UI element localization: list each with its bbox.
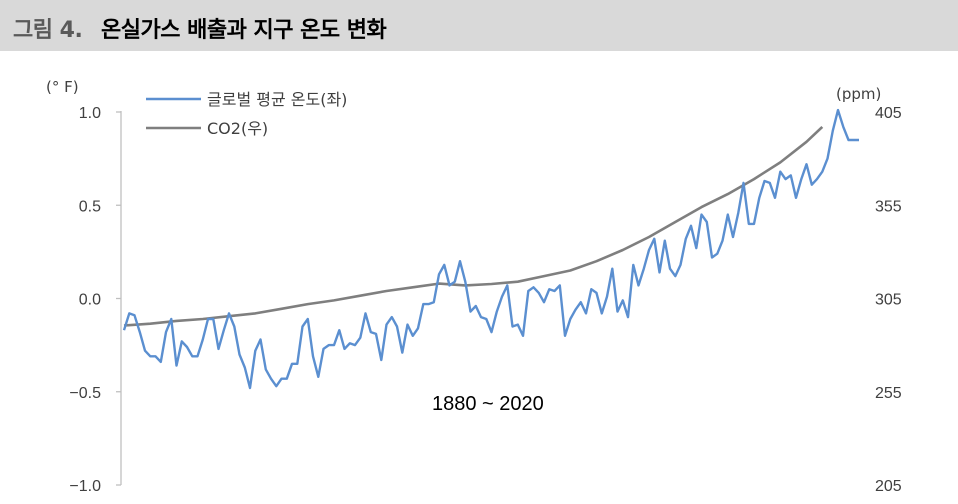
figure-title: 온실가스 배출과 지구 온도 변화 [101,18,387,43]
legend-co2-label: CO2(우) [207,119,268,138]
temperature-series-line [122,108,859,390]
legend: 글로벌 평균 온도(좌) CO2(우) [146,90,347,138]
right-tick-label: 255 [875,385,902,402]
left-tick-label: −0.5 [69,385,101,402]
right-axis-ticks: 405 355 305 255 205 [875,105,902,495]
right-tick-label: 405 [875,105,902,122]
right-tick-label: 305 [875,292,902,309]
co2-series-line [123,125,824,327]
left-tick-label: 1.0 [79,105,101,122]
title-bar: 그림 4. 온실가스 배출과 지구 온도 변화 [0,0,958,51]
legend-temperature-label: 글로벌 평균 온도(좌) [207,90,347,109]
right-tick-label: 205 [875,478,902,495]
left-tick-label: 0.5 [79,198,101,215]
left-axis-unit: (° F) [46,78,79,96]
left-tick-label: −1.0 [69,478,101,495]
year-range-annotation: 1880 ~ 2020 [432,393,544,415]
right-tick-label: 355 [875,198,902,215]
figure-label: 그림 4. [13,18,83,43]
right-axis-unit: (ppm) [836,85,881,103]
left-tick-label: 0.0 [79,292,101,309]
left-axis-ticks: 1.0 0.5 0.0 −0.5 −1.0 [69,105,121,495]
